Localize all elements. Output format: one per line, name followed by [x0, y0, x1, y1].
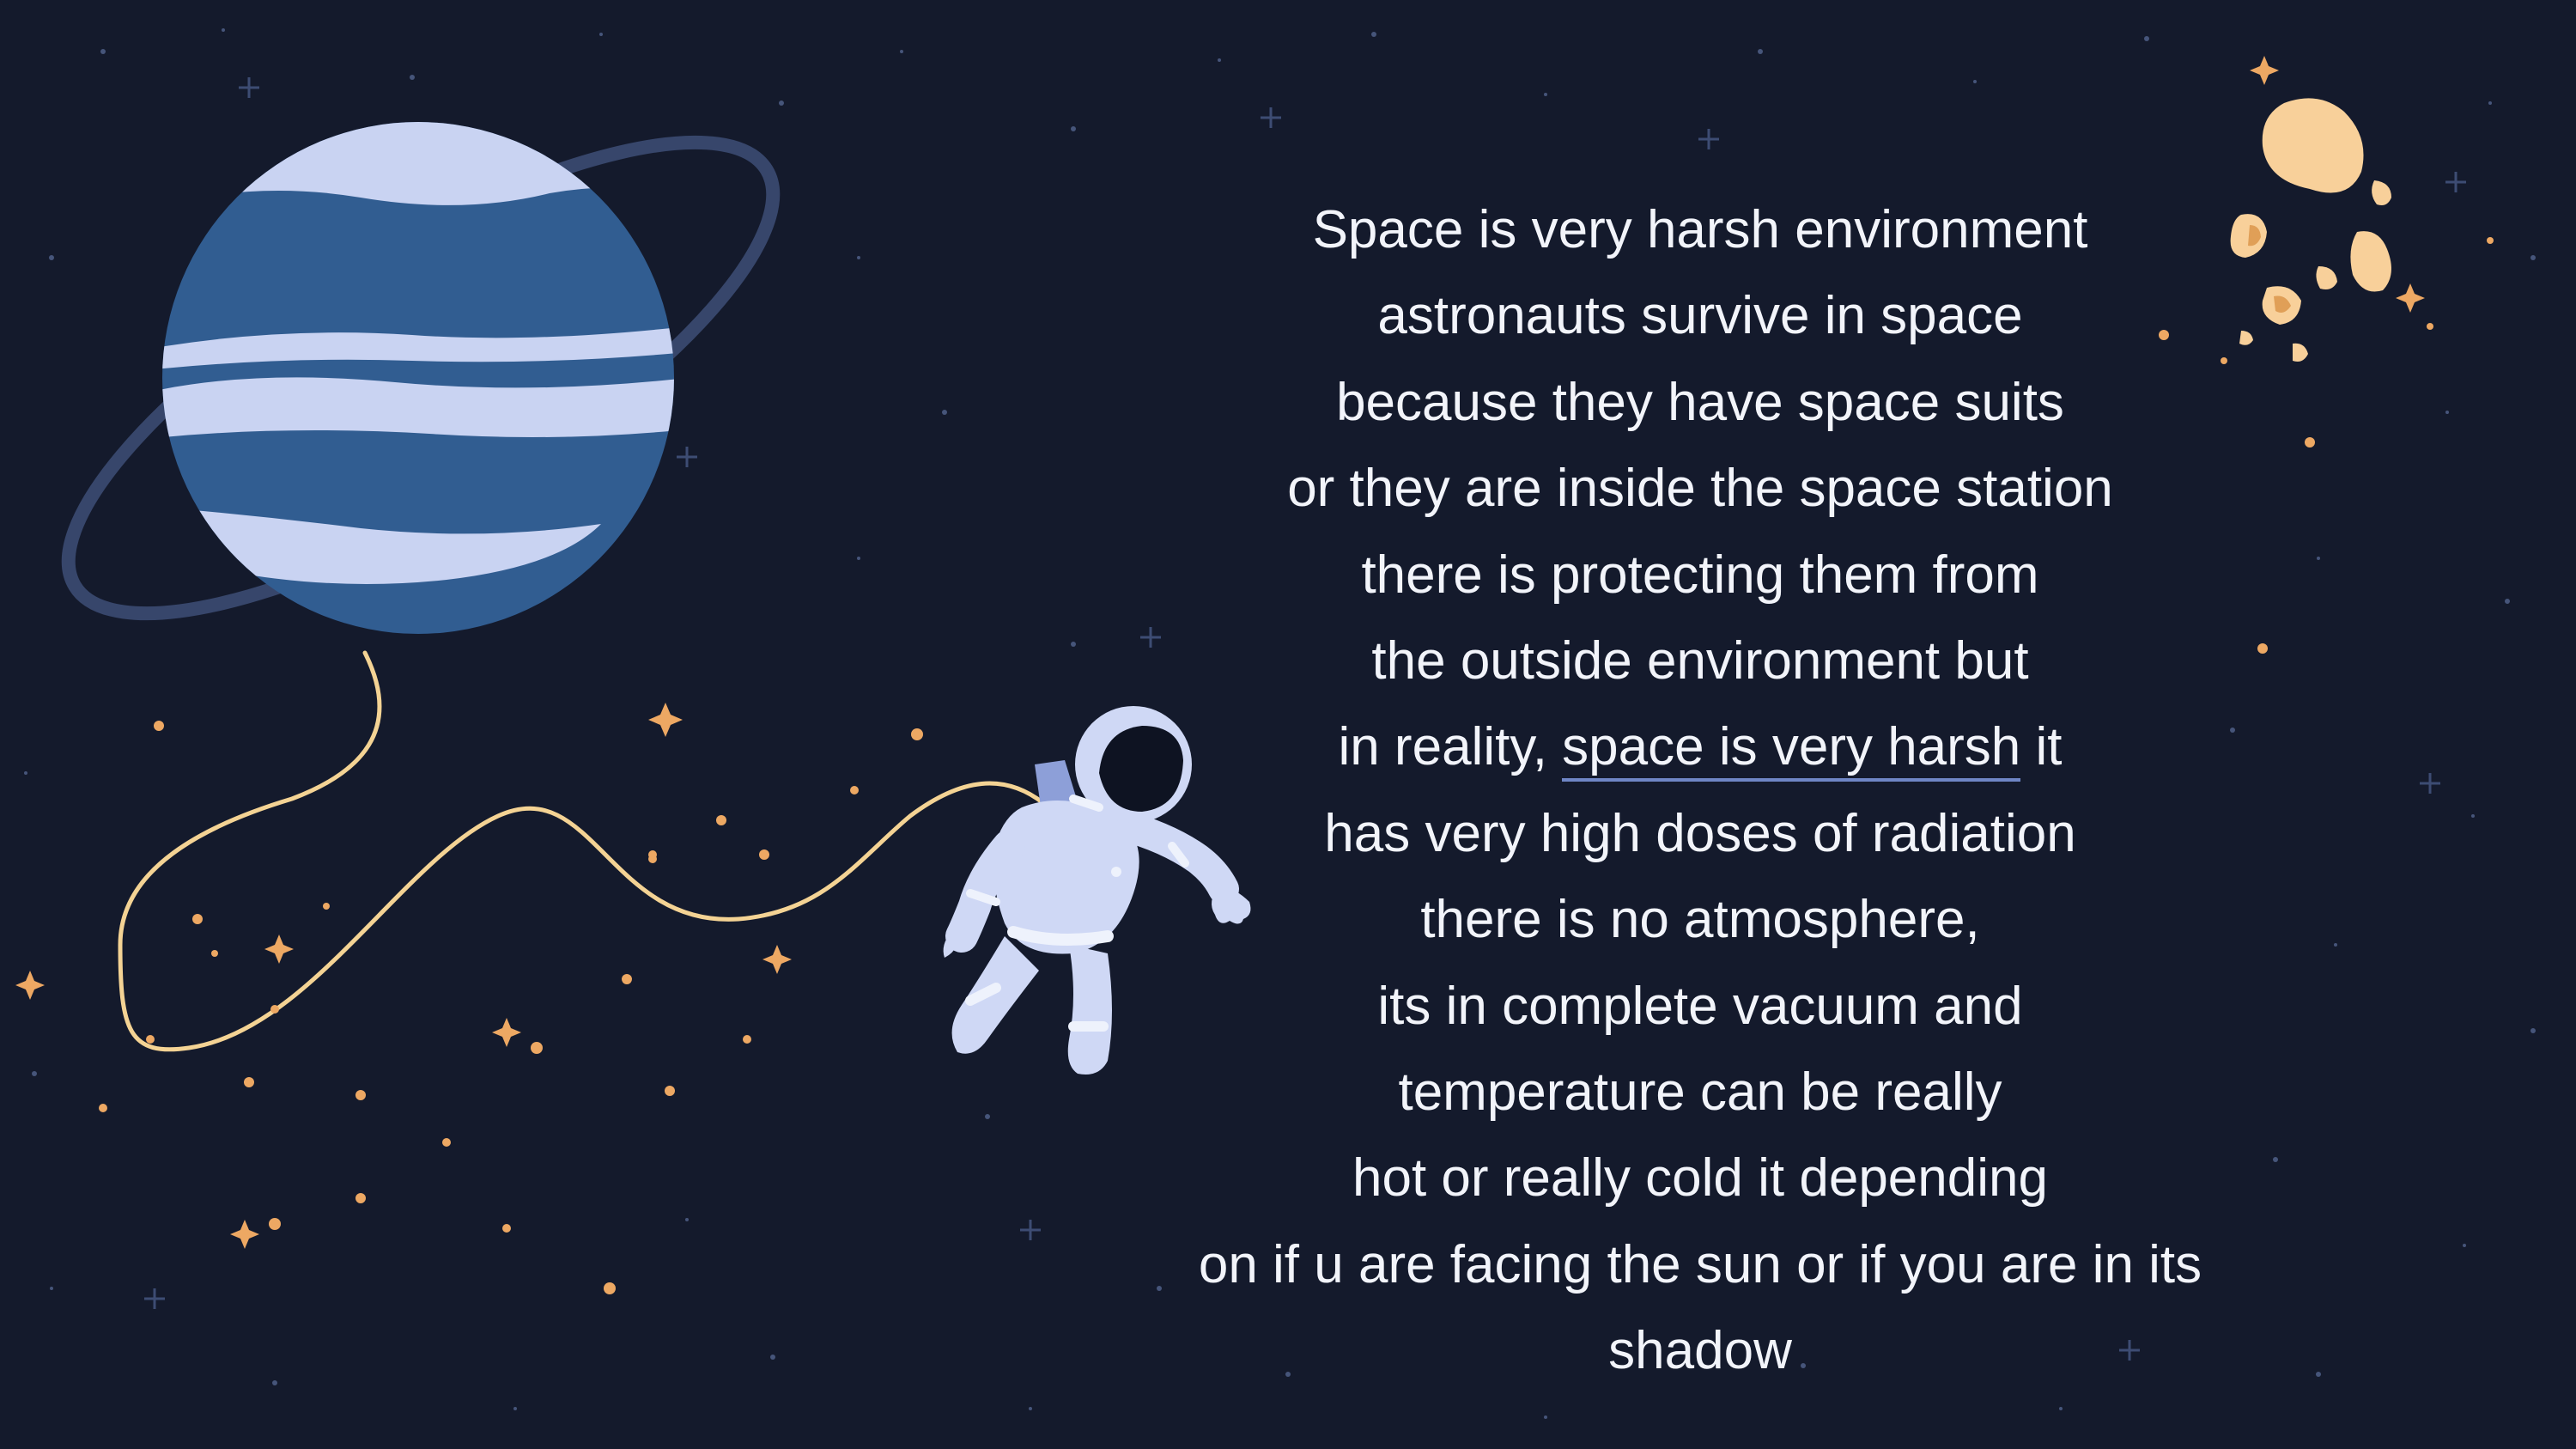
text-line-3: because they have space suits	[1336, 372, 2064, 432]
text-line-13: on if u are facing the sun or if you are…	[1198, 1234, 2202, 1294]
text-line-5: there is protecting them from	[1361, 545, 2039, 605]
text-line-12: hot or really cold it depending	[1352, 1148, 2048, 1209]
text-line-7-after: it	[2020, 717, 2063, 777]
text-line-10: its in complete vacuum and	[1377, 976, 2023, 1036]
sparkle-stars	[15, 56, 2425, 1249]
text-line-11: temperature can be really	[1398, 1062, 2002, 1123]
text-line-4: or they are inside the space station	[1287, 459, 2113, 519]
text-line-8: has very high doses of radiation	[1324, 803, 2076, 863]
text-line-9: there is no atmosphere,	[1420, 890, 1980, 950]
asteroid-icon	[2230, 98, 2391, 362]
tether-line	[118, 650, 1046, 1052]
text-line-7-before: in reality,	[1338, 717, 1563, 777]
planet-icon	[61, 122, 781, 634]
underlined-phrase: space is very harsh	[1562, 717, 2021, 782]
astronaut-icon	[943, 706, 1251, 1075]
background-stars	[24, 28, 2536, 1419]
orange-sparkles	[99, 237, 2494, 1294]
text-line-6: the outside environment but	[1371, 631, 2029, 691]
slide-body-text: Space is very harsh environment astronau…	[1013, 187, 2387, 1395]
text-line-14: shadow	[1608, 1321, 1792, 1381]
text-line-7: in reality, space is very harsh it	[1013, 704, 2387, 790]
text-line-1: Space is very harsh environment	[1312, 200, 2088, 259]
background-crosses	[144, 77, 2466, 1361]
text-line-2: astronauts survive in space	[1377, 286, 2023, 346]
